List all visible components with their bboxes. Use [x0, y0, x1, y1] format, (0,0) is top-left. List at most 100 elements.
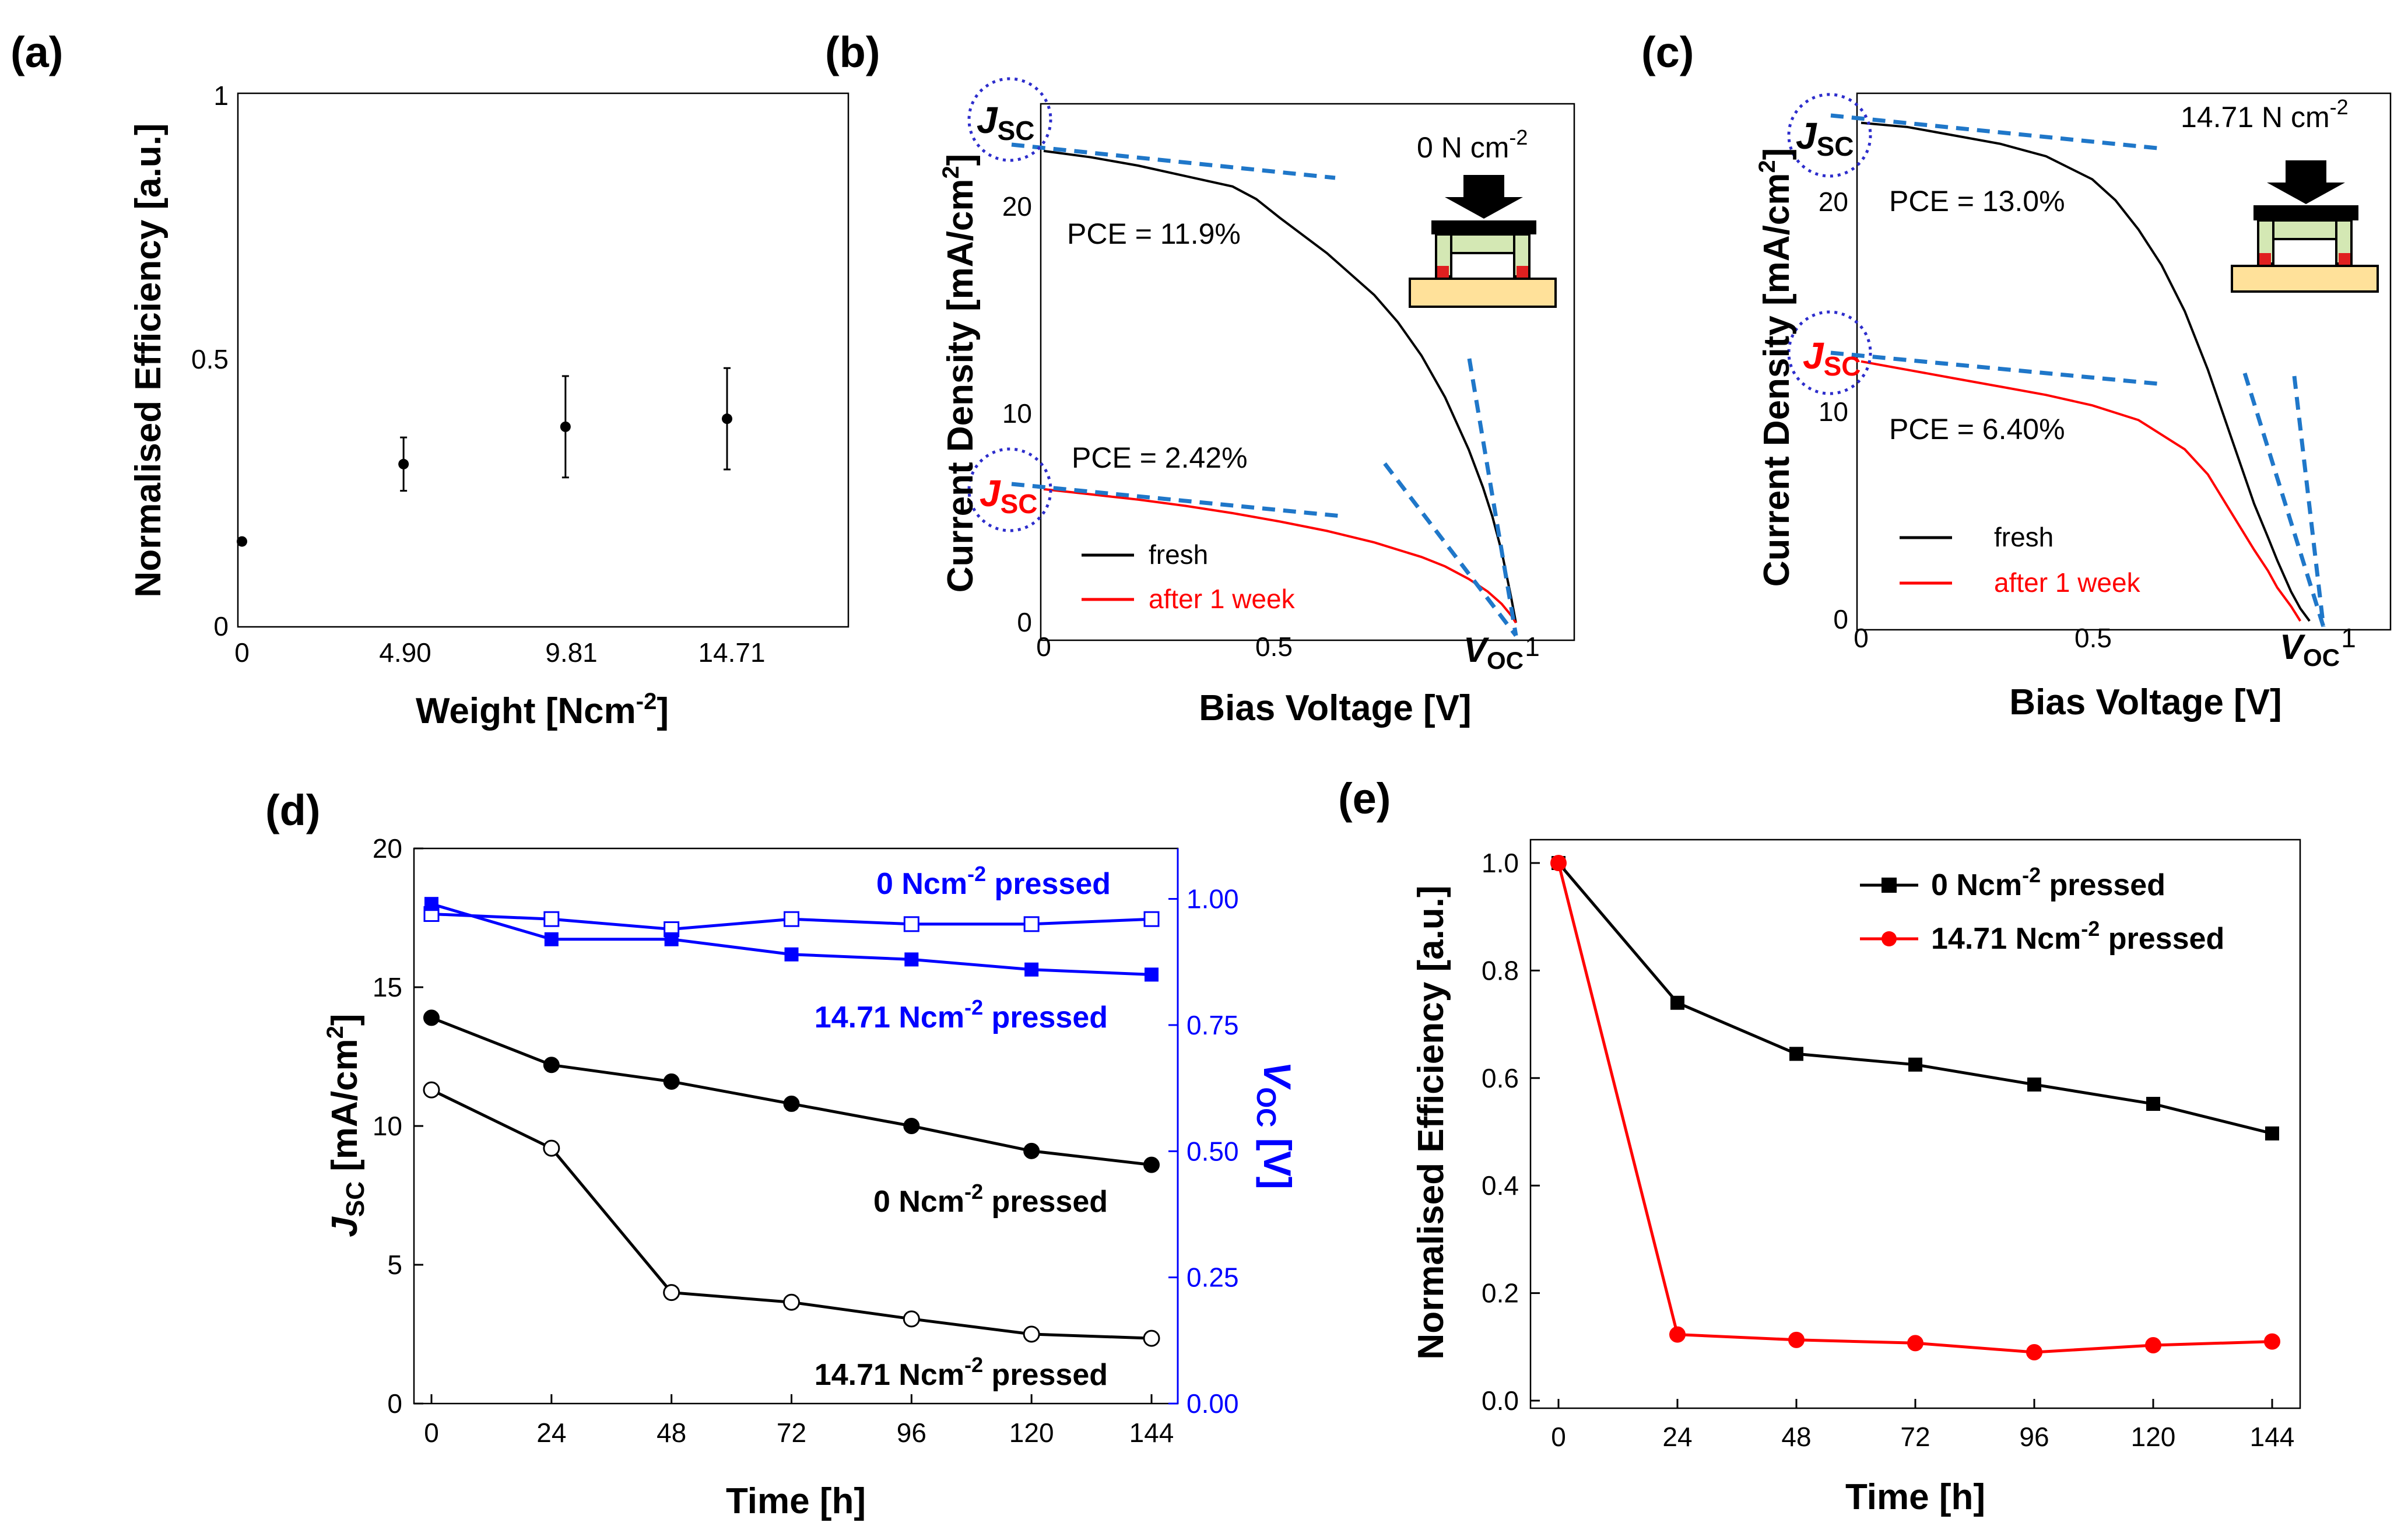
chart-d-yticks-right: 0.00 0.25 0.50 0.75 1.00: [1168, 884, 1239, 1419]
chart-d-point: [664, 932, 679, 946]
chart-e-ytick-label: 0.4: [1482, 1170, 1519, 1201]
chart-c-voc-label: VOC: [2280, 627, 2340, 671]
chart-c-jsc-tangent-aged: [1830, 350, 2158, 386]
chart-e-xlabel: Time [h]: [1845, 1477, 1985, 1517]
chart-e-point: [1550, 855, 1567, 871]
chart-a-xtick-label: 9.81: [545, 637, 598, 668]
chart-d-point: [543, 1139, 560, 1157]
chart-e-xtick-label: 24: [1662, 1422, 1692, 1452]
chart-b-voc-tangent-fresh: [1467, 358, 1518, 636]
chart-c-weight-label: 14.71 N cm-2: [2181, 95, 2349, 134]
chart-d-xtick-label: 144: [1129, 1418, 1174, 1448]
chart-c-voc-tangent-aged: [2242, 372, 2326, 628]
chart-a-xtick-label: 14.71: [698, 637, 765, 668]
chart-a: 1 0.5 0 0 4.90 9.81 14.71 Weight [Ncm-2]…: [128, 80, 850, 731]
panel-label-d: (d): [265, 786, 321, 834]
chart-d-ytick-left-label: 5: [387, 1250, 402, 1280]
chart-e-xticks: 0 24 48 72 96 120 144: [1551, 1399, 2294, 1452]
chart-e-point: [1908, 1057, 1922, 1072]
chart-e-point: [1907, 1335, 1923, 1352]
chart-e-point: [2027, 1077, 2041, 1092]
chart-b-jsc-circle-fresh: [967, 77, 1052, 162]
chart-c-legend-fresh: fresh: [1994, 522, 2054, 552]
chart-c-legend-aged: after 1 week: [1994, 567, 2141, 598]
chart-e-point: [2146, 1097, 2160, 1111]
chart-d-xtick-label: 96: [897, 1418, 926, 1448]
chart-d-xtick-label: 0: [424, 1418, 439, 1448]
chart-d-xtick-label: 48: [657, 1418, 686, 1448]
pressure-device-icon: [2231, 160, 2379, 293]
chart-d-ytick-left-label: 10: [373, 1111, 402, 1141]
chart-b-voc-label: VOC: [1463, 630, 1524, 674]
chart-c-ylabel: Current Density [mA/cm2]: [1754, 148, 1797, 587]
chart-d-yticks-left: 0 5 10 15 20: [373, 833, 423, 1419]
chart-a-xtick-label: 0: [234, 637, 250, 668]
chart-b-voc-tangent-aged: [1383, 462, 1518, 637]
chart-b-jsc-tangent-fresh: [1011, 142, 1336, 180]
chart-b-xtick-label: 0: [1036, 632, 1051, 662]
chart-d-point: [784, 947, 799, 962]
chart-b-xlabel: Bias Voltage [V]: [1199, 688, 1471, 728]
chart-e-legend-marker-p: [1882, 931, 1897, 946]
chart-b-pce-aged: PCE = 2.42%: [1072, 441, 1248, 474]
chart-d-point: [663, 1284, 680, 1302]
chart-c-frame: [1856, 92, 2392, 631]
chart-c-curve-aged: [1861, 360, 2301, 622]
chart-d-point: [783, 1293, 800, 1311]
chart-e-yticks: 0.0 0.2 0.4 0.6 0.8 1.0: [1482, 848, 1540, 1416]
chart-e-ytick-label: 0.2: [1482, 1278, 1519, 1309]
chart-a-ytick-label: 0.5: [191, 344, 229, 374]
chart-b-frame: [1040, 103, 1575, 641]
chart-d-point: [543, 1057, 560, 1074]
chart-d-ytick-left-label: 0: [387, 1388, 402, 1419]
chart-e-point: [2026, 1344, 2042, 1361]
chart-c-ytick-label: 10: [1819, 397, 1848, 427]
chart-d-point: [1023, 1142, 1040, 1159]
chart-c-curve-fresh: [1861, 121, 2311, 622]
chart-b-ytick-label: 10: [1002, 398, 1032, 429]
chart-c-voc-tangent-fresh: [2292, 376, 2326, 627]
chart-d-ytick-right-label: 1.00: [1187, 884, 1239, 914]
chart-d-point: [1145, 967, 1159, 982]
chart-a-ytick-label: 1: [213, 80, 229, 111]
chart-c-pce-aged: PCE = 6.40%: [1889, 413, 2065, 445]
chart-a-ylabel: Normalised Efficiency [a.u.]: [128, 123, 169, 597]
chart-e-xtick-label: 144: [2250, 1422, 2295, 1452]
chart-b-jsc-circle-aged: [967, 447, 1052, 532]
chart-d-point: [1023, 916, 1040, 932]
chart-e-point: [2265, 1126, 2279, 1141]
chart-e-point: [1788, 1331, 1805, 1348]
chart-e-marks: [1550, 855, 2280, 1361]
chart-d-point: [1024, 962, 1039, 977]
chart-a-frame: [237, 92, 850, 628]
chart-b-marks: [1043, 149, 1517, 624]
chart-b: 0 10 20 0 0.5 1 JSC JSC VOC PCE = 11.9% …: [938, 77, 1575, 728]
chart-b-jsc-label-fresh: JSC: [977, 99, 1035, 146]
chart-e-ytick-label: 0.0: [1482, 1385, 1519, 1416]
chart-a-point: [237, 536, 247, 547]
chart-d-label-voc-0: 0 Ncm-2 pressed: [876, 862, 1111, 901]
chart-a-point: [398, 458, 409, 469]
chart-c-jsc-circle-fresh: [1787, 93, 1872, 178]
chart-d-point: [903, 1310, 920, 1328]
chart-c-marks: [1861, 121, 2311, 622]
chart-b-weight-label: 0 N cm-2: [1417, 125, 1528, 164]
chart-e-ytick-label: 1.0: [1482, 848, 1519, 878]
chart-e-legend-marker-0: [1882, 878, 1897, 893]
chart-e-xtick-label: 0: [1551, 1422, 1566, 1452]
chart-d-point: [1143, 911, 1160, 927]
chart-d-point: [423, 1009, 440, 1026]
chart-c-jsc-circle-aged: [1787, 310, 1872, 395]
chart-b-ytick-label: 20: [1002, 191, 1032, 222]
chart-d-ytick-right-label: 0.00: [1187, 1388, 1239, 1419]
chart-e-point: [1670, 995, 1684, 1010]
chart-e-series-line-0: [1557, 862, 2273, 1135]
chart-e-xtick-label: 96: [2019, 1422, 2049, 1452]
chart-e-ytick-label: 0.6: [1482, 1063, 1519, 1093]
panel-label-c: (c): [1641, 28, 1694, 76]
chart-e-ytick-label: 0.8: [1482, 955, 1519, 985]
chart-c-xlabel: Bias Voltage [V]: [2009, 682, 2281, 722]
chart-e-point: [2145, 1337, 2161, 1354]
chart-d-xticks: 0 24 48 72 96 120 144: [424, 1394, 1174, 1448]
chart-b-ylabel: Current Density [mA/cm2]: [938, 154, 981, 593]
